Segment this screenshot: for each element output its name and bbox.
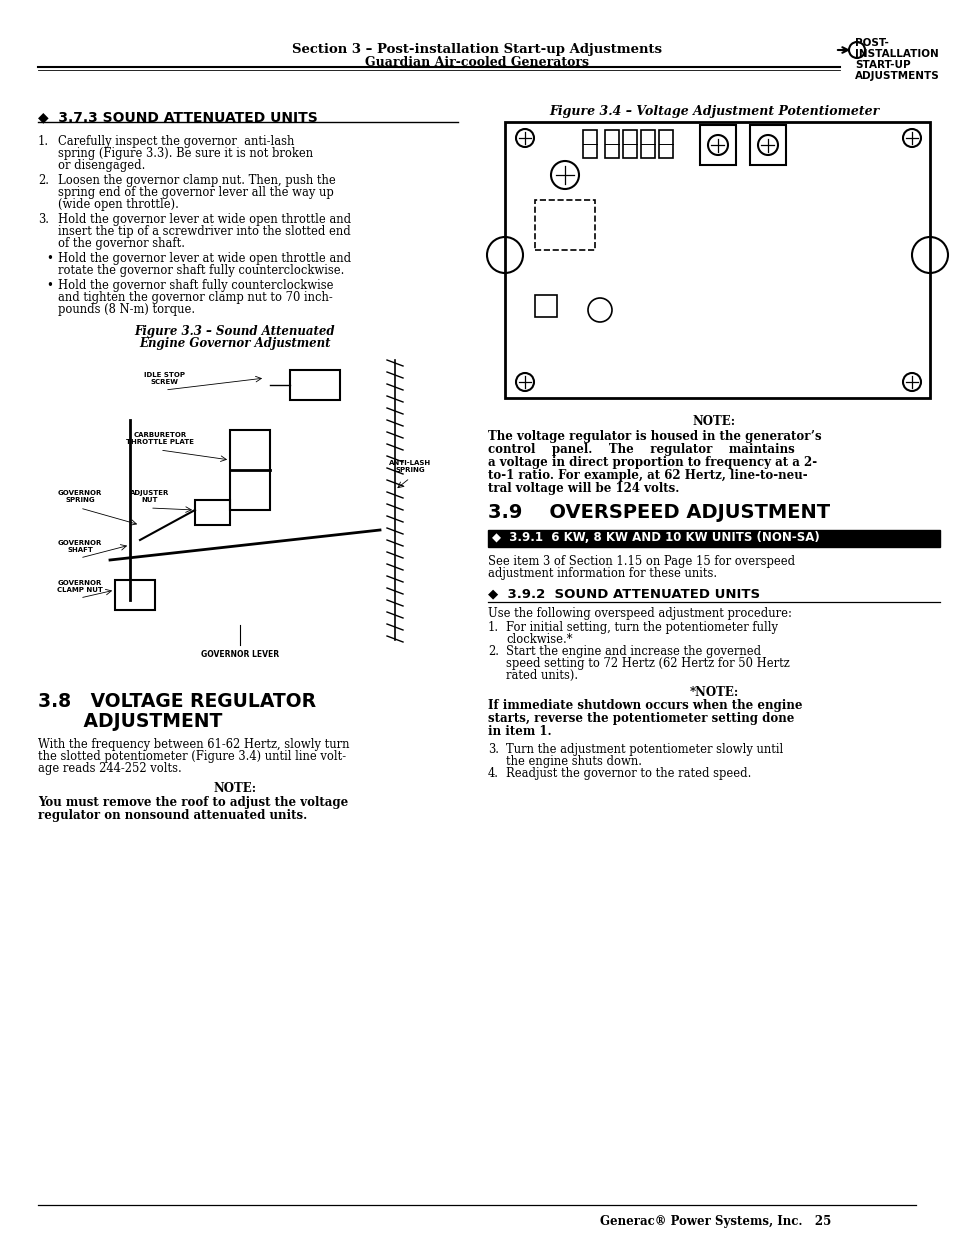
- Text: 3.: 3.: [38, 212, 49, 226]
- Text: rated units).: rated units).: [505, 669, 578, 682]
- Text: spring (Figure 3.3). Be sure it is not broken: spring (Figure 3.3). Be sure it is not b…: [58, 147, 313, 161]
- Text: 1.: 1.: [488, 621, 498, 634]
- Bar: [488, 530, 939, 547]
- Text: 3.9    OVERSPEED ADJUSTMENT: 3.9 OVERSPEED ADJUSTMENT: [488, 503, 829, 522]
- Text: regulator on nonsound attenuated units.: regulator on nonsound attenuated units.: [38, 809, 307, 823]
- Bar: [749, 125, 785, 165]
- Text: 2.: 2.: [38, 174, 49, 186]
- Text: the slotted potentiometer (Figure 3.4) until line volt-: the slotted potentiometer (Figure 3.4) u…: [38, 750, 346, 763]
- Text: age reads 244-252 volts.: age reads 244-252 volts.: [38, 762, 182, 776]
- Text: NOTE:: NOTE:: [692, 415, 735, 429]
- Bar: [604, 130, 618, 158]
- Text: For initial setting, turn the potentiometer fully: For initial setting, turn the potentiome…: [505, 621, 778, 634]
- Text: 4.: 4.: [488, 767, 498, 781]
- Text: GOVERNOR
SPRING: GOVERNOR SPRING: [58, 490, 102, 503]
- Text: ◆  3.9.2  SOUND ATTENUATED UNITS: ◆ 3.9.2 SOUND ATTENUATED UNITS: [488, 587, 760, 600]
- Text: Loosen the governor clamp nut. Then, push the: Loosen the governor clamp nut. Then, pus…: [58, 174, 335, 186]
- Text: See item 3 of Section 1.15 on Page 15 for overspeed: See item 3 of Section 1.15 on Page 15 fo…: [488, 555, 794, 568]
- Text: spring end of the governor lever all the way up: spring end of the governor lever all the…: [58, 186, 334, 199]
- Text: 2.: 2.: [488, 645, 498, 658]
- Text: of the governor shaft.: of the governor shaft.: [58, 237, 185, 249]
- Text: •: •: [46, 252, 52, 266]
- Bar: [535, 295, 557, 317]
- Text: clockwise.*: clockwise.*: [505, 634, 572, 646]
- Text: a voltage in direct proportion to frequency at a 2-: a voltage in direct proportion to freque…: [488, 456, 817, 469]
- Text: ANTI-LASH
SPRING: ANTI-LASH SPRING: [389, 459, 431, 473]
- Text: •: •: [46, 279, 52, 291]
- Text: ◆  3.9.1  6 KW, 8 KW AND 10 KW UNITS (NON-SA): ◆ 3.9.1 6 KW, 8 KW AND 10 KW UNITS (NON-…: [492, 531, 819, 543]
- Bar: [194, 500, 230, 525]
- Bar: [535, 200, 595, 249]
- Text: insert the tip of a screwdriver into the slotted end: insert the tip of a screwdriver into the…: [58, 225, 351, 238]
- Text: adjustment information for these units.: adjustment information for these units.: [488, 567, 717, 580]
- Bar: [504, 122, 929, 398]
- Bar: [640, 130, 655, 158]
- Text: *NOTE:: *NOTE:: [689, 685, 738, 699]
- Text: Start the engine and increase the governed: Start the engine and increase the govern…: [505, 645, 760, 658]
- Bar: [290, 370, 339, 400]
- Bar: [115, 580, 154, 610]
- Text: pounds (8 N-m) torque.: pounds (8 N-m) torque.: [58, 303, 195, 316]
- Text: If immediate shutdown occurs when the engine: If immediate shutdown occurs when the en…: [488, 699, 801, 713]
- Text: ADJUSTER
NUT: ADJUSTER NUT: [131, 490, 170, 503]
- Bar: [700, 125, 735, 165]
- Text: Figure 3.4 – Voltage Adjustment Potentiometer: Figure 3.4 – Voltage Adjustment Potentio…: [548, 105, 879, 119]
- Text: to-1 ratio. For example, at 62 Hertz, line-to-neu-: to-1 ratio. For example, at 62 Hertz, li…: [488, 469, 807, 482]
- Text: starts, reverse the potentiometer setting done: starts, reverse the potentiometer settin…: [488, 713, 794, 725]
- Text: Generac® Power Systems, Inc.   25: Generac® Power Systems, Inc. 25: [599, 1215, 831, 1228]
- Text: control    panel.    The    regulator    maintains: control panel. The regulator maintains: [488, 443, 794, 456]
- Text: Carefully inspect the governor  anti-lash: Carefully inspect the governor anti-lash: [58, 135, 294, 148]
- Text: ◆  3.7.3 SOUND ATTENUATED UNITS: ◆ 3.7.3 SOUND ATTENUATED UNITS: [38, 110, 317, 124]
- Text: Turn the adjustment potentiometer slowly until: Turn the adjustment potentiometer slowly…: [505, 743, 782, 756]
- Text: ADJUSTMENT: ADJUSTMENT: [38, 713, 222, 731]
- Bar: [582, 130, 597, 158]
- Text: tral voltage will be 124 volts.: tral voltage will be 124 volts.: [488, 482, 679, 495]
- Text: in item 1.: in item 1.: [488, 725, 551, 739]
- Text: Readjust the governor to the rated speed.: Readjust the governor to the rated speed…: [505, 767, 751, 781]
- Text: and tighten the governor clamp nut to 70 inch-: and tighten the governor clamp nut to 70…: [58, 291, 333, 304]
- Text: Hold the governor lever at wide open throttle and: Hold the governor lever at wide open thr…: [58, 252, 351, 266]
- Text: speed setting to 72 Hertz (62 Hertz for 50 Hertz: speed setting to 72 Hertz (62 Hertz for …: [505, 657, 789, 671]
- Bar: [622, 130, 637, 158]
- Text: IDLE STOP
SCREW: IDLE STOP SCREW: [144, 372, 185, 385]
- Text: or disengaged.: or disengaged.: [58, 159, 145, 172]
- Text: You must remove the roof to adjust the voltage: You must remove the roof to adjust the v…: [38, 797, 348, 809]
- Bar: [230, 430, 270, 510]
- Text: START-UP: START-UP: [854, 61, 910, 70]
- Text: GOVERNOR LEVER: GOVERNOR LEVER: [201, 650, 279, 659]
- Text: POST-: POST-: [854, 38, 888, 48]
- Text: Engine Governor Adjustment: Engine Governor Adjustment: [139, 337, 331, 350]
- Text: GOVERNOR
CLAMP NUT: GOVERNOR CLAMP NUT: [57, 580, 103, 593]
- Text: the engine shuts down.: the engine shuts down.: [505, 755, 641, 768]
- Text: Use the following overspeed adjustment procedure:: Use the following overspeed adjustment p…: [488, 606, 791, 620]
- Text: GOVERNOR
SHAFT: GOVERNOR SHAFT: [58, 540, 102, 553]
- Text: 3.8   VOLTAGE REGULATOR: 3.8 VOLTAGE REGULATOR: [38, 692, 315, 711]
- Bar: [659, 130, 672, 158]
- Text: 1.: 1.: [38, 135, 49, 148]
- Text: CARBURETOR
THROTTLE PLATE: CARBURETOR THROTTLE PLATE: [126, 432, 193, 445]
- Text: rotate the governor shaft fully counterclockwise.: rotate the governor shaft fully counterc…: [58, 264, 344, 277]
- Text: (wide open throttle).: (wide open throttle).: [58, 198, 179, 211]
- Text: INSTALLATION: INSTALLATION: [854, 49, 938, 59]
- Text: The voltage regulator is housed in the generator’s: The voltage regulator is housed in the g…: [488, 430, 821, 443]
- Text: ADJUSTMENTS: ADJUSTMENTS: [854, 70, 939, 82]
- Text: Hold the governor lever at wide open throttle and: Hold the governor lever at wide open thr…: [58, 212, 351, 226]
- Text: Hold the governor shaft fully counterclockwise: Hold the governor shaft fully counterclo…: [58, 279, 334, 291]
- Text: Section 3 – Post-installation Start-up Adjustments: Section 3 – Post-installation Start-up A…: [292, 43, 661, 57]
- Text: NOTE:: NOTE:: [213, 782, 256, 795]
- Text: With the frequency between 61-62 Hertz, slowly turn: With the frequency between 61-62 Hertz, …: [38, 739, 349, 751]
- Text: Guardian Air-cooled Generators: Guardian Air-cooled Generators: [365, 56, 588, 68]
- Text: Figure 3.3 – Sound Attenuated: Figure 3.3 – Sound Attenuated: [134, 325, 335, 338]
- Text: 3.: 3.: [488, 743, 498, 756]
